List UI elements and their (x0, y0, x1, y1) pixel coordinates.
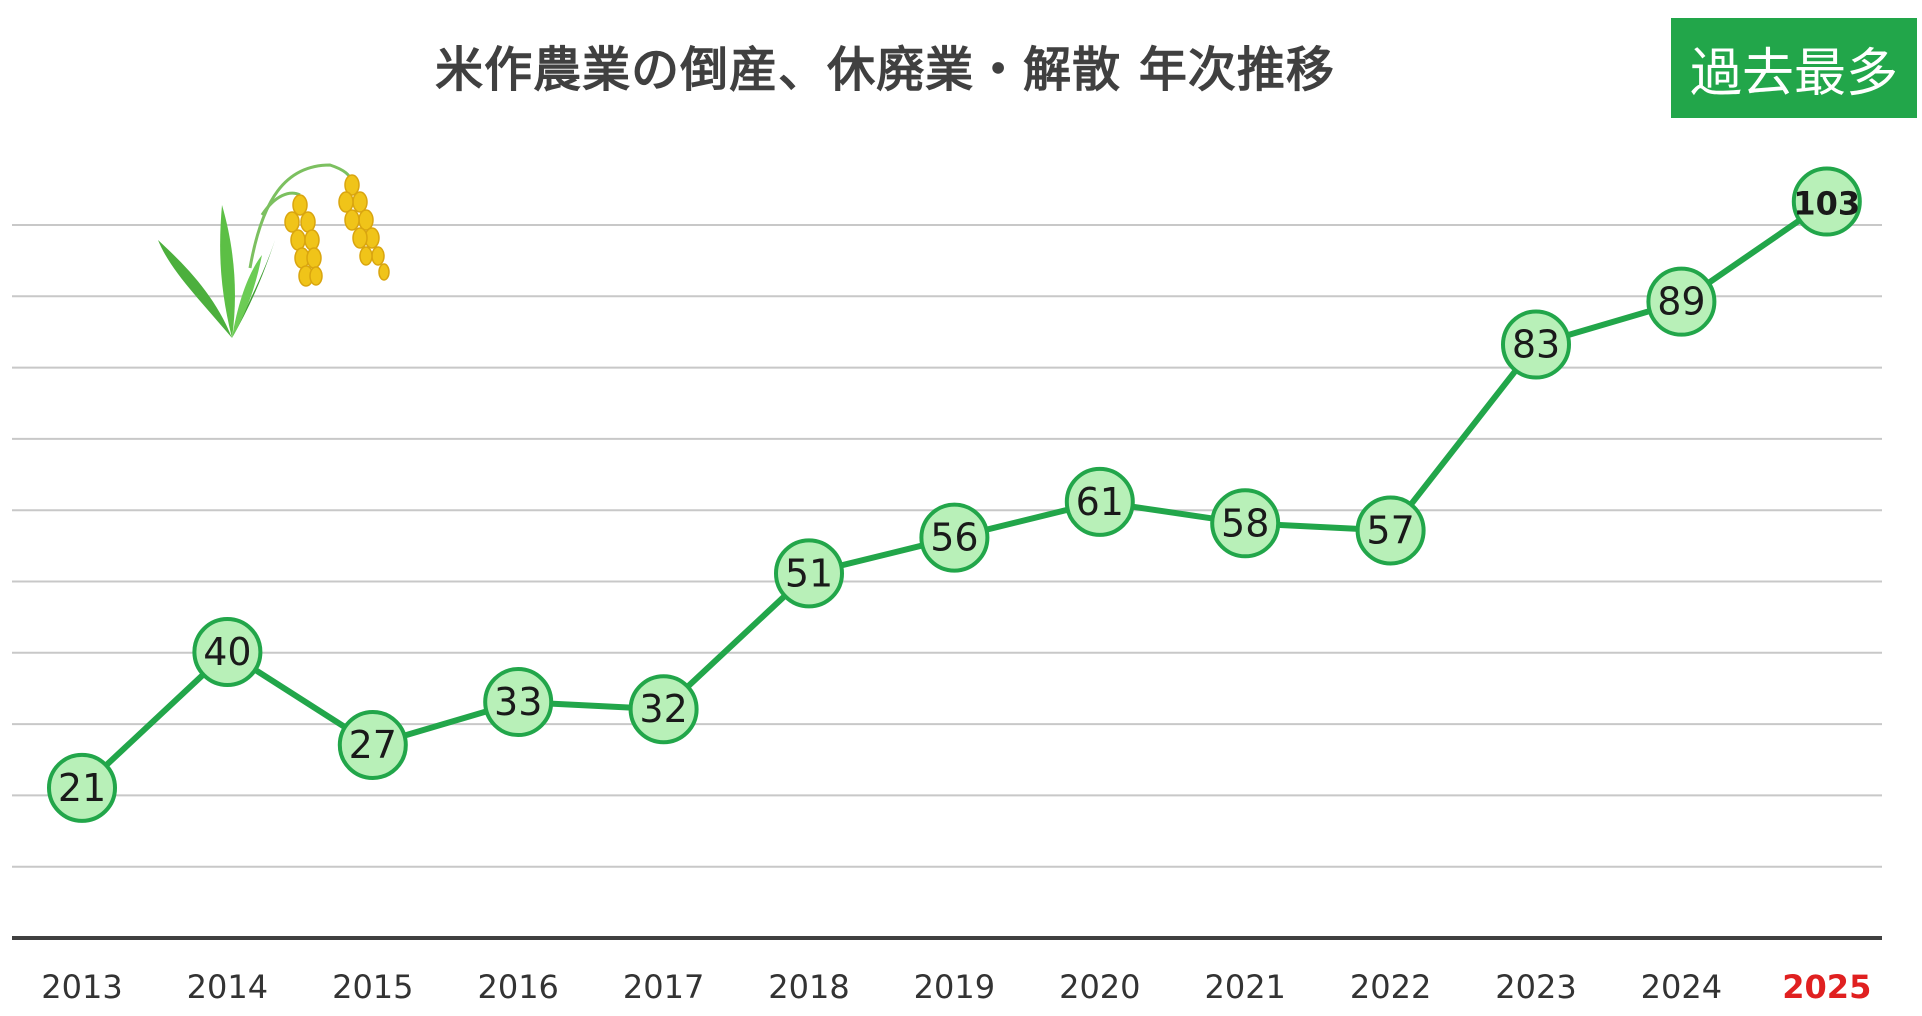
rice-plant-icon (158, 163, 390, 338)
record-high-badge: 過去最多 (1671, 18, 1917, 118)
data-label: 83 (1512, 323, 1560, 367)
data-label: 58 (1221, 501, 1269, 545)
data-label: 32 (639, 687, 687, 731)
series-line (79, 199, 1829, 791)
data-point-marker (774, 538, 844, 609)
data-label: 56 (930, 516, 978, 560)
data-label: 21 (58, 766, 106, 810)
x-tick-label: 2021 (1204, 968, 1285, 1006)
x-tick-label: 2017 (623, 968, 704, 1006)
x-tick-label: 2013 (41, 968, 122, 1006)
x-tick-label: 2022 (1350, 968, 1431, 1006)
x-tick-label: 2014 (187, 968, 268, 1006)
x-tick-label: 2015 (332, 968, 413, 1006)
data-point-marker (337, 709, 408, 780)
data-label: 89 (1657, 280, 1705, 324)
data-label: 33 (494, 680, 542, 724)
x-tick-labels: 2013 2014 2015 2016 2017 2018 2019 2020 2021 2022… (41, 968, 1871, 1006)
series-line-path (79, 199, 1829, 791)
data-label: 57 (1366, 508, 1414, 552)
data-labels: 21 40 27 33 32 51 56 61 58 57 83 89 103 (58, 185, 1860, 810)
data-point-marker (1064, 466, 1135, 537)
gridlines (12, 224, 1882, 868)
data-point-marker (47, 752, 117, 823)
data-markers (47, 166, 1862, 823)
x-tick-label: 2025 (1782, 968, 1871, 1006)
data-point-marker (483, 667, 554, 738)
data-label: 103 (1793, 185, 1860, 223)
x-tick-label: 2016 (477, 968, 558, 1006)
data-label: 51 (785, 551, 833, 595)
data-point-marker (628, 674, 699, 745)
data-point-marker (1646, 266, 1717, 337)
data-label: 40 (203, 630, 251, 674)
x-tick-label: 2018 (768, 968, 849, 1006)
x-tick-label: 2020 (1059, 968, 1140, 1006)
x-tick-label: 2019 (914, 968, 995, 1006)
x-tick-label: 2023 (1495, 968, 1576, 1006)
data-label: 27 (349, 723, 397, 767)
data-point-marker (1791, 166, 1862, 237)
chart-title: 米作農業の倒産、休廃業・解散 年次推移 (435, 42, 1335, 98)
data-point-marker (1210, 488, 1281, 559)
data-point-marker (1501, 309, 1571, 380)
x-tick-label: 2024 (1641, 968, 1722, 1006)
data-point-marker (919, 502, 990, 573)
data-point-marker (1355, 495, 1426, 566)
data-label: 61 (1076, 480, 1124, 524)
data-point-marker (192, 617, 263, 687)
